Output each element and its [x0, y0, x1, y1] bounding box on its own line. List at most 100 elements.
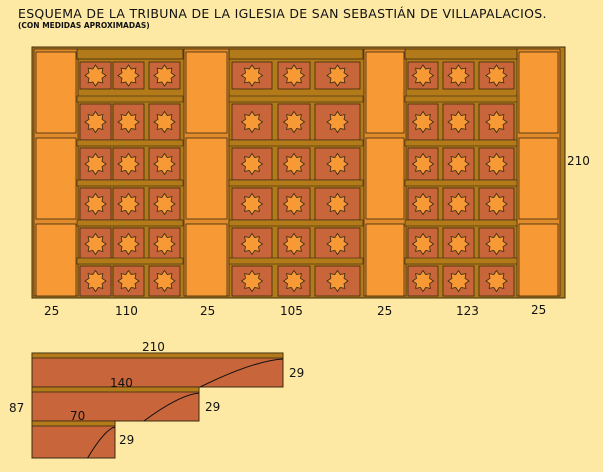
- rosette-icon: [447, 110, 470, 134]
- pillar-1-panel-3: [35, 223, 77, 297]
- height-label: 210: [567, 154, 590, 168]
- pillar-3-panel-2: [365, 137, 405, 220]
- rosette-icon: [485, 192, 508, 216]
- width-label-bay-2: 105: [280, 304, 303, 318]
- rosette-icon: [84, 232, 107, 256]
- width-label-pillar-4: 25: [531, 303, 547, 317]
- rosette-icon: [84, 152, 107, 176]
- rosette-icon: [117, 269, 140, 293]
- diagram-subtitle: (CON MEDIDAS APROXIMADAS): [18, 21, 150, 30]
- bay-3-rail-4: [404, 219, 518, 227]
- rosette-icon: [153, 232, 176, 256]
- rosette-icon: [447, 232, 470, 256]
- bay-1-rail-2: [76, 139, 184, 147]
- profile-height-top: 29: [289, 366, 305, 380]
- width-label-pillar-2: 25: [200, 304, 216, 318]
- rosette-icon: [153, 64, 176, 87]
- rosette-icon: [240, 192, 264, 216]
- diagram-title: ESQUEMA DE LA TRIBUNA DE LA IGLESIA DE S…: [18, 6, 547, 21]
- pillar-4-panel-1: [518, 51, 559, 134]
- rosette-icon: [282, 64, 306, 87]
- rosette-icon: [485, 64, 508, 87]
- rosette-icon: [326, 152, 349, 176]
- profile-height-middle: 29: [205, 400, 221, 414]
- tribuna-profile-section: [31, 352, 284, 459]
- rosette-icon: [153, 192, 176, 216]
- pillar-1-panel-1: [35, 51, 77, 134]
- rosette-icon: [447, 192, 470, 216]
- rosette-icon: [84, 110, 107, 134]
- pillar-2-panel-2: [185, 137, 228, 220]
- bay-3-panel-r2-c3: [478, 103, 515, 141]
- rosette-icon: [240, 64, 264, 87]
- profile-depth-label: 87: [9, 401, 25, 415]
- rosette-icon: [411, 232, 435, 256]
- rosette-icon: [282, 110, 306, 134]
- rosette-icon: [485, 232, 508, 256]
- rosette-icon: [84, 64, 107, 87]
- bay-2-rail-2: [228, 139, 364, 147]
- rosette-icon: [117, 192, 140, 216]
- bay-3-rail-5: [404, 257, 518, 265]
- bay-3-rail-1: [404, 95, 518, 103]
- rosette-icon: [411, 110, 435, 134]
- width-label-bay-1: 110: [115, 304, 138, 318]
- bay-2-rail-1: [228, 95, 364, 103]
- rosette-icon: [485, 152, 508, 176]
- width-label-pillar-3: 25: [377, 304, 393, 318]
- rosette-icon: [326, 269, 349, 293]
- rosette-icon: [282, 152, 306, 176]
- rosette-icon: [447, 64, 470, 87]
- rosette-icon: [84, 269, 107, 293]
- profile-height-bottom: 29: [119, 433, 135, 447]
- rosette-icon: [84, 192, 107, 216]
- bay-1-cornice: [76, 48, 184, 60]
- profile-step-3: [31, 420, 116, 459]
- rosette-icon: [326, 64, 349, 87]
- pillar-2-panel-3: [185, 223, 228, 297]
- rosette-icon: [117, 110, 140, 134]
- pillar-3-panel-1: [365, 51, 405, 134]
- bay-1-rail-4: [76, 219, 184, 227]
- profile-step-1-moulding: [31, 352, 284, 359]
- rosette-icon: [326, 232, 349, 256]
- rosette-icon: [326, 110, 349, 134]
- width-label-pillar-1: 25: [44, 304, 60, 318]
- bay-3-rail-2: [404, 139, 518, 147]
- profile-step-1-curve: [199, 358, 284, 388]
- rosette-icon: [240, 232, 264, 256]
- rosette-icon: [282, 232, 306, 256]
- rosette-icon: [153, 152, 176, 176]
- pillar-4-panel-2: [518, 137, 559, 220]
- profile-step-3-moulding: [31, 420, 116, 427]
- rosette-icon: [117, 64, 140, 87]
- rosette-icon: [447, 152, 470, 176]
- rosette-icon: [411, 192, 435, 216]
- rosette-icon: [282, 269, 306, 293]
- rosette-icon: [240, 269, 264, 293]
- rosette-icon: [240, 110, 264, 134]
- width-label-bay-3: 123: [456, 304, 479, 318]
- bay-1-rail-5: [76, 257, 184, 265]
- rosette-icon: [411, 269, 435, 293]
- bay-2-rail-3: [228, 179, 364, 187]
- rosette-icon: [447, 269, 470, 293]
- rosette-icon: [411, 64, 435, 87]
- rosette-icon: [153, 110, 176, 134]
- rosette-icon: [485, 269, 508, 293]
- rosette-icon: [240, 152, 264, 176]
- profile-length-top: 210: [142, 340, 165, 354]
- profile-length-bottom: 70: [70, 409, 86, 423]
- rosette-icon: [485, 110, 508, 134]
- rosette-icon: [153, 269, 176, 293]
- profile-step-1: [31, 352, 284, 388]
- rosette-icon: [411, 152, 435, 176]
- rosette-icon: [326, 192, 349, 216]
- bay-3-rail-3: [404, 179, 518, 187]
- pillar-1-panel-2: [35, 137, 77, 220]
- bay-1-rail-1: [76, 95, 184, 103]
- bay-2-rail-4: [228, 219, 364, 227]
- pillar-3-panel-3: [365, 223, 405, 297]
- bay-3-cornice: [404, 48, 518, 60]
